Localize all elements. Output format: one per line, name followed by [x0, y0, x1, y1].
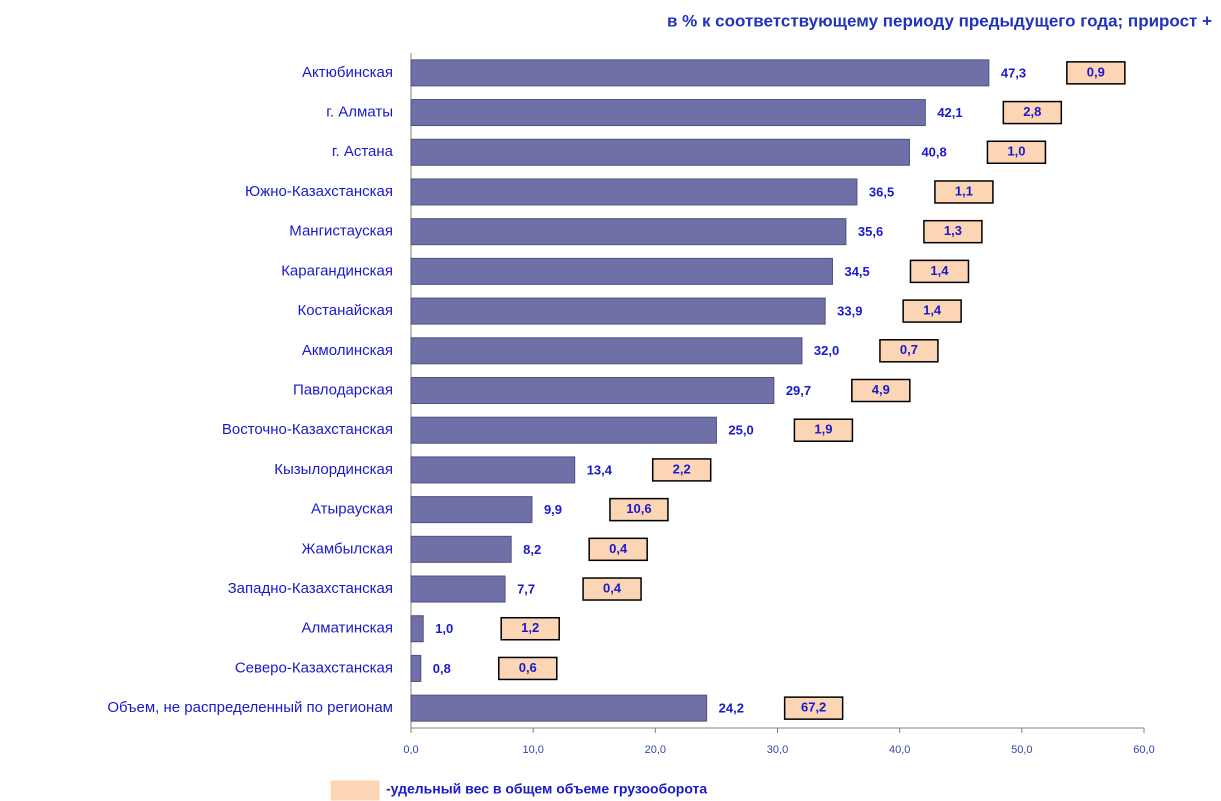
value-label: 8,2 — [523, 542, 541, 557]
x-tick-label: 60,0 — [1133, 744, 1154, 756]
share-label: 10,6 — [626, 501, 651, 516]
bar — [410, 377, 775, 404]
share-box — [793, 418, 854, 442]
share-label: 2,8 — [1023, 104, 1041, 119]
value-label: 25,0 — [728, 423, 753, 438]
category-label: Атырауская — [311, 501, 393, 518]
category-label: Алматинская — [302, 620, 393, 637]
share-label: 1,4 — [923, 303, 942, 318]
bar — [410, 654, 422, 682]
bar — [410, 99, 926, 127]
category-label: Костанайская — [298, 302, 394, 319]
x-tick-label: 20,0 — [645, 744, 666, 756]
x-tick-label: 10,0 — [522, 744, 543, 756]
bar — [410, 615, 424, 643]
share-label: 67,2 — [801, 700, 826, 715]
share-box — [582, 577, 642, 601]
share-label: 0,6 — [519, 660, 537, 675]
share-box — [909, 259, 970, 284]
share-box — [783, 696, 844, 720]
share-box — [1002, 100, 1063, 125]
value-label: 29,7 — [786, 383, 811, 398]
share-box — [986, 140, 1047, 165]
share-label: 2,2 — [673, 461, 691, 476]
bar — [410, 694, 708, 722]
value-label: 35,6 — [858, 224, 883, 239]
share-label: 1,2 — [521, 620, 539, 635]
bar — [410, 297, 826, 325]
category-label: Мангистауская — [289, 223, 393, 240]
share-box — [588, 537, 648, 562]
value-label: 1,0 — [435, 621, 453, 636]
category-label: Южно-Казахстанская — [245, 183, 393, 200]
share-box — [934, 180, 994, 204]
bar — [410, 416, 717, 444]
bar — [410, 178, 858, 206]
category-label: г. Астана — [332, 143, 394, 160]
x-tick-label: 50,0 — [1011, 744, 1032, 756]
value-label: 0,8 — [433, 661, 451, 676]
share-label: 1,4 — [930, 263, 949, 278]
value-label: 7,7 — [517, 581, 535, 596]
value-label: 42,1 — [937, 105, 962, 120]
share-label: 0,9 — [1087, 64, 1105, 79]
category-label: Жамбылская — [302, 540, 394, 557]
chart-title: в % к соответствующему периоду предыдуще… — [667, 11, 1212, 30]
bar — [410, 218, 847, 246]
share-box — [609, 497, 669, 522]
share-label: 1,1 — [955, 183, 973, 198]
value-label: 13,4 — [587, 462, 613, 477]
category-label: Объем, не распределенный по регионам — [107, 699, 393, 716]
share-box — [500, 616, 560, 641]
category-label: г. Алматы — [326, 104, 393, 121]
value-label: 36,5 — [869, 184, 894, 199]
bar — [410, 456, 576, 484]
share-box — [498, 656, 558, 681]
category-label: Северо-Казахстанская — [235, 659, 393, 676]
x-tick-label: 30,0 — [767, 744, 788, 756]
share-box — [902, 299, 962, 323]
share-box — [651, 458, 712, 482]
bar — [410, 496, 533, 524]
share-box — [923, 219, 983, 244]
category-label: Акмолинская — [302, 342, 393, 359]
legend-label: -удельный вес в общем объеме грузооборот… — [386, 781, 707, 797]
share-label: 4,9 — [872, 382, 890, 397]
share-box — [1066, 61, 1126, 85]
value-label: 32,0 — [814, 343, 839, 358]
value-label: 9,9 — [544, 502, 562, 517]
category-label: Павлодарская — [293, 381, 393, 398]
bar — [410, 337, 803, 365]
share-box — [879, 339, 939, 363]
share-label: 1,0 — [1007, 144, 1025, 159]
value-label: 24,2 — [719, 701, 744, 716]
bar — [410, 257, 833, 285]
bar — [410, 535, 512, 563]
x-tick-label: 0,0 — [403, 744, 418, 756]
share-label: 1,3 — [944, 223, 962, 238]
bar — [410, 575, 506, 603]
value-label: 47,3 — [1001, 65, 1026, 80]
share-label: 0,4 — [609, 541, 628, 556]
value-label: 40,8 — [921, 145, 946, 160]
category-label: Актюбинская — [302, 64, 393, 81]
legend-swatch — [329, 779, 381, 801]
category-label: Карагандинская — [281, 262, 393, 279]
share-box — [851, 378, 911, 403]
category-label: Восточно-Казахстанская — [222, 421, 393, 438]
share-label: 0,7 — [900, 342, 918, 357]
bar — [410, 59, 990, 87]
category-label: Западно-Казахстанская — [228, 580, 393, 597]
category-label: Кызылординская — [274, 461, 393, 478]
x-tick-label: 40,0 — [889, 744, 910, 756]
value-label: 33,9 — [837, 304, 862, 319]
value-label: 34,5 — [844, 264, 869, 279]
share-label: 0,4 — [603, 580, 622, 595]
bar — [410, 138, 910, 166]
share-label: 1,9 — [814, 422, 832, 437]
